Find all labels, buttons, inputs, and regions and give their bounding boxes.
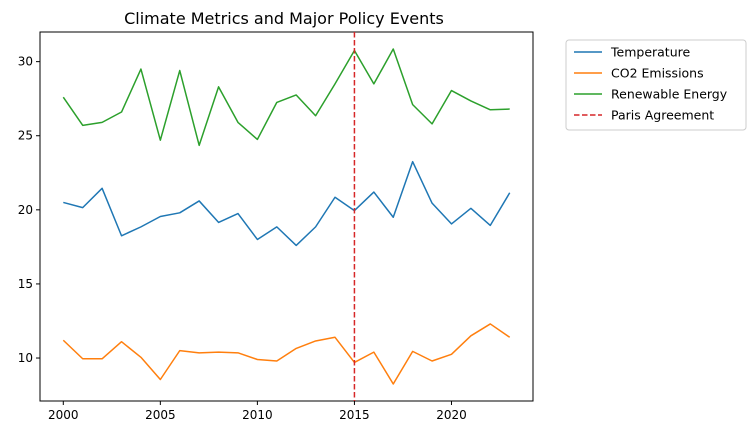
y-tick-label: 10 [18,351,33,365]
plot-area [39,31,534,402]
x-tick-label: 2015 [339,408,370,422]
chart-marks [62,32,511,401]
x-axis: 2000 2005 2010 2015 2020 [48,401,467,422]
y-axis: 10 15 20 25 30 [18,55,40,365]
legend-box [565,39,747,131]
series-line-renewable-energy [62,48,510,147]
y-tick-label: 25 [18,129,33,143]
x-tick-label: 2020 [436,408,467,422]
legend-label: Paris Agreement [611,108,714,123]
y-tick-label: 20 [18,203,33,217]
legend-label: Renewable Energy [611,87,728,102]
y-tick-label: 15 [18,277,33,291]
legend-label: Temperature [610,45,690,60]
y-tick-label: 30 [18,55,33,69]
legend-label: CO2 Emissions [611,66,704,81]
x-tick-label: 2010 [242,408,273,422]
series-line-temperature [63,160,511,247]
legend: Temperature CO2 Emissions Renewable Energy… [565,39,747,131]
x-tick-label: 2000 [48,408,79,422]
chart-title: Climate Metrics and Major Policy Events [124,9,444,28]
x-tick-label: 2005 [145,408,176,422]
series-line-co2-emissions [62,323,511,385]
